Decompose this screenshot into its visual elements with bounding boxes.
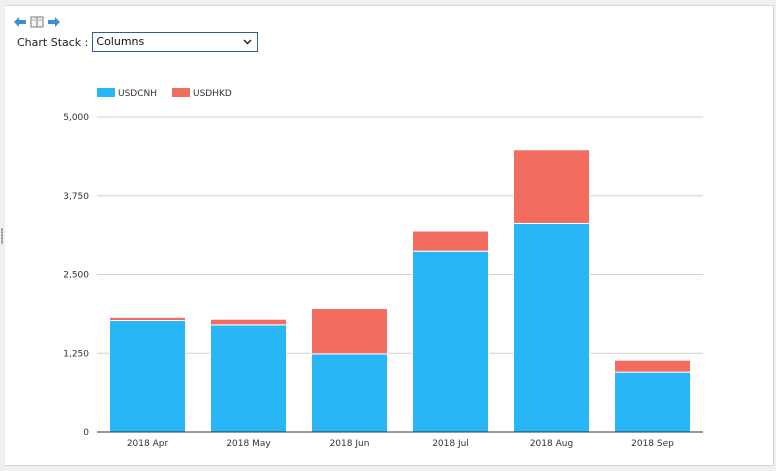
x-tick-label: 2018 Apr (127, 439, 169, 449)
forward-arrow-icon[interactable] (47, 15, 61, 29)
x-tick-label: 2018 May (226, 439, 271, 449)
chart-stack-label: Chart Stack : (17, 35, 89, 49)
x-tick-label: 2018 Jun (330, 439, 370, 449)
legend-label: USDCNH (118, 89, 157, 99)
chart-toolbar (13, 15, 61, 29)
bar-usdcnh (311, 353, 388, 433)
x-tick-label: 2018 Sep (631, 439, 674, 449)
bar-usdcnh (109, 319, 186, 433)
bar-usdhkd (109, 316, 186, 321)
y-tick-label: 3,750 (63, 192, 89, 202)
bar-usdhkd (513, 149, 590, 224)
bar-usdcnh (412, 250, 489, 433)
bar-usdcnh (614, 371, 691, 433)
x-tick-label: 2018 Aug (530, 439, 573, 449)
bar-usdhkd (412, 230, 489, 252)
bar-usdhkd (311, 308, 388, 355)
x-tick-label: 2018 Jul (432, 439, 469, 449)
legend-swatch (172, 88, 190, 97)
y-tick-label: 5,000 (63, 113, 89, 123)
chart-stack-value: Columns (96, 35, 145, 48)
y-tick-label: 0 (83, 428, 89, 438)
splitter-handle[interactable] (1, 228, 3, 244)
chart-stack-select[interactable]: Columns (92, 32, 259, 52)
bar-usdcnh (513, 222, 590, 433)
chevron-down-icon (243, 39, 252, 45)
bar-usdcnh (210, 324, 287, 433)
y-tick-label: 1,250 (63, 349, 89, 359)
y-tick-label: 2,500 (63, 271, 89, 281)
back-arrow-icon[interactable] (13, 15, 27, 29)
bar-usdhkd (210, 318, 287, 326)
bar-usdhkd (614, 359, 691, 373)
split-view-icon[interactable] (30, 15, 44, 29)
chart-stack-control: Chart Stack : Columns (17, 32, 259, 52)
legend-swatch (97, 88, 115, 97)
legend-label: USDHKD (193, 89, 232, 99)
